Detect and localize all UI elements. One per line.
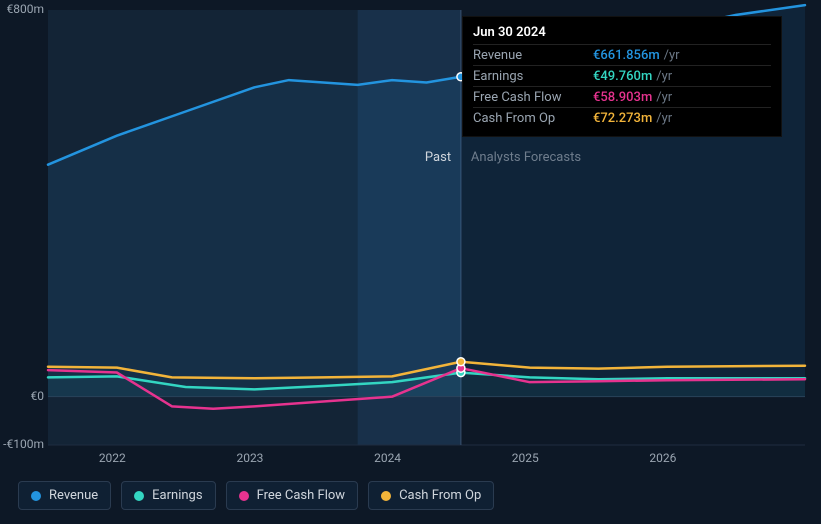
x-tick-label: 2025 xyxy=(512,451,539,465)
tooltip-row-unit: /yr xyxy=(656,69,672,84)
legend-swatch-icon xyxy=(134,491,144,501)
legend-item-label: Earnings xyxy=(152,488,202,503)
legend-item-cfo[interactable]: Cash From Op xyxy=(368,481,494,510)
x-tick-label: 2023 xyxy=(236,451,263,465)
legend-item-label: Free Cash Flow xyxy=(257,488,345,503)
x-tick-label: 2026 xyxy=(649,451,676,465)
legend-swatch-icon xyxy=(31,491,41,501)
legend-item-fcf[interactable]: Free Cash Flow xyxy=(226,481,358,510)
tooltip-row-label: Cash From Op xyxy=(473,111,593,126)
y-tick-label: €0 xyxy=(2,389,44,403)
legend-swatch-icon xyxy=(381,491,391,501)
tooltip-row-label: Free Cash Flow xyxy=(473,90,593,105)
chart-legend: Revenue Earnings Free Cash Flow Cash From O… xyxy=(18,481,494,510)
region-label-forecast: Analysts Forecasts xyxy=(471,150,581,165)
tooltip-date: Jun 30 2024 xyxy=(473,25,771,40)
chart-tooltip: Jun 30 2024 Revenue€661.856m/yrEarnings€… xyxy=(462,16,782,137)
tooltip-row-unit: /yr xyxy=(656,111,672,126)
tooltip-row-label: Revenue xyxy=(473,48,593,63)
legend-item-label: Cash From Op xyxy=(399,488,481,503)
legend-item-earnings[interactable]: Earnings xyxy=(121,481,215,510)
tooltip-row-label: Earnings xyxy=(473,69,593,84)
legend-item-revenue[interactable]: Revenue xyxy=(18,481,111,510)
tooltip-row-unit: /yr xyxy=(664,48,680,63)
x-tick-label: 2022 xyxy=(99,451,126,465)
tooltip-row: Cash From Op€72.273m/yr xyxy=(473,107,771,128)
y-tick-label: -€100m xyxy=(2,437,44,451)
tooltip-row-value: €72.273m xyxy=(593,111,652,126)
tooltip-row: Free Cash Flow€58.903m/yr xyxy=(473,86,771,107)
tooltip-row-value: €661.856m xyxy=(593,48,660,63)
tooltip-row-unit: /yr xyxy=(656,90,672,105)
tooltip-row-value: €58.903m xyxy=(593,90,652,105)
legend-item-label: Revenue xyxy=(49,488,98,503)
region-label-past: Past xyxy=(425,150,451,165)
tooltip-row-value: €49.760m xyxy=(593,69,652,84)
y-tick-label: €800m xyxy=(2,2,44,16)
tooltip-row: Earnings€49.760m/yr xyxy=(473,65,771,86)
legend-swatch-icon xyxy=(239,491,249,501)
x-tick-label: 2024 xyxy=(374,451,401,465)
tooltip-row: Revenue€661.856m/yr xyxy=(473,44,771,65)
